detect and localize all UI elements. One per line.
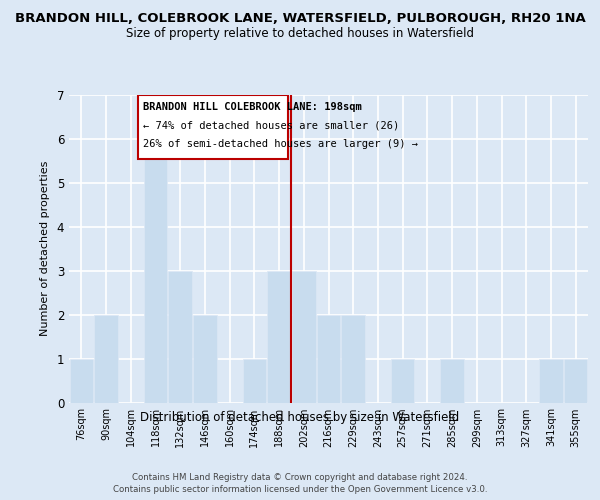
Bar (564, 358, 587, 403)
Bar (341, 314, 365, 402)
Text: 26% of semi-detached houses are larger (9) →: 26% of semi-detached houses are larger (… (143, 139, 418, 149)
Text: Distribution of detached houses by size in Watersfield: Distribution of detached houses by size … (140, 411, 460, 424)
Y-axis label: Number of detached properties: Number of detached properties (40, 161, 50, 336)
FancyBboxPatch shape (138, 95, 288, 158)
Bar (242, 358, 266, 403)
Text: ← 74% of detached houses are smaller (26): ← 74% of detached houses are smaller (26… (143, 120, 399, 130)
Bar (440, 358, 464, 403)
Bar (539, 358, 563, 403)
Bar (144, 139, 167, 402)
Bar (169, 270, 192, 402)
Bar (292, 270, 316, 402)
Text: Contains HM Land Registry data © Crown copyright and database right 2024.: Contains HM Land Registry data © Crown c… (132, 472, 468, 482)
Text: BRANDON HILL, COLEBROOK LANE, WATERSFIELD, PULBOROUGH, RH20 1NA: BRANDON HILL, COLEBROOK LANE, WATERSFIEL… (14, 12, 586, 26)
Bar (70, 358, 93, 403)
Bar (193, 314, 217, 402)
Bar (268, 270, 291, 402)
Text: Size of property relative to detached houses in Watersfield: Size of property relative to detached ho… (126, 28, 474, 40)
Text: BRANDON HILL COLEBROOK LANE: 198sqm: BRANDON HILL COLEBROOK LANE: 198sqm (143, 102, 361, 112)
Text: Contains public sector information licensed under the Open Government Licence v3: Contains public sector information licen… (113, 485, 487, 494)
Bar (94, 314, 118, 402)
Bar (317, 314, 340, 402)
Bar (391, 358, 415, 403)
